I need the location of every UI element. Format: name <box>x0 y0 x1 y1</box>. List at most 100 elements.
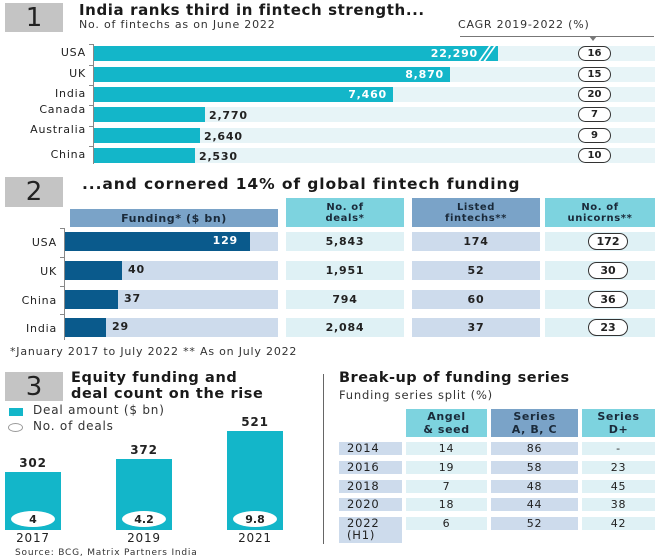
series-d-cell: 38 <box>582 498 655 511</box>
listed-cell: 52 <box>412 261 540 280</box>
funding-value: 40 <box>128 263 145 276</box>
funding-bar <box>65 318 106 337</box>
section-2-axis <box>64 228 65 340</box>
cagr-pointer-icon <box>589 36 597 41</box>
fintech-count-bar <box>94 46 498 61</box>
year-label: 2019 <box>127 531 161 545</box>
country-label: China <box>50 148 86 161</box>
axis-tick <box>89 85 93 86</box>
country-label: USA <box>31 236 57 249</box>
fintech-count-bar <box>94 148 195 163</box>
country-label: Canada <box>39 103 86 116</box>
year-suffix-label: (H1) <box>347 528 376 542</box>
year-label: 2021 <box>238 531 272 545</box>
cagr-label-underline <box>460 36 654 37</box>
deal-amount-value: 521 <box>241 415 269 429</box>
country-label: UK <box>69 67 86 80</box>
fintech-count-value: 2,770 <box>209 109 248 122</box>
unicorns-badge: 23 <box>588 319 628 336</box>
cagr-badge: 10 <box>578 148 611 163</box>
series-abc-cell: 44 <box>491 498 578 511</box>
header-unicorns: No. of unicorns** <box>545 198 655 227</box>
header-angel-seed: Angel & seed <box>406 409 487 437</box>
series-abc-cell: 48 <box>491 480 578 493</box>
deal-count-badge: 9.8 <box>233 511 277 527</box>
fintech-count-value: 2,530 <box>199 150 238 163</box>
angel-seed-cell: 14 <box>406 442 487 455</box>
section-1-number-box: 1 <box>5 3 63 32</box>
deals-cell: 794 <box>286 290 404 309</box>
header-deals: No. of deals* <box>286 198 404 227</box>
legend-circle-icon <box>8 423 23 432</box>
cagr-badge: 20 <box>578 87 611 102</box>
legend-circle-label: No. of deals <box>33 419 114 433</box>
fintech-row-bg <box>94 107 655 122</box>
axis-tick <box>60 257 64 258</box>
funding-value: 129 <box>212 234 238 247</box>
cagr-badge: 15 <box>578 67 611 82</box>
year-label: 2018 <box>347 479 380 493</box>
fintech-count-value: 7,460 <box>348 88 387 101</box>
axis-tick <box>60 228 64 229</box>
fintech-count-value: 2,640 <box>204 130 243 143</box>
series-d-cell: 23 <box>582 461 655 474</box>
axis-tick <box>89 126 93 127</box>
series-abc-cell: 86 <box>491 442 578 455</box>
cagr-badge: 16 <box>578 46 611 61</box>
header-abc-l2: A, B, C <box>511 423 558 436</box>
angel-seed-cell: 19 <box>406 461 487 474</box>
section-1-subtitle: No. of fintechs as on June 2022 <box>79 18 276 31</box>
section-3-number-box: 3 <box>5 372 63 401</box>
section-2-number-box: 2 <box>5 177 63 207</box>
series-d-cell: 42 <box>582 517 655 530</box>
legend-bar-label: Deal amount ($ bn) <box>33 403 165 417</box>
axis-tick <box>60 286 64 287</box>
funding-bar-bg <box>65 318 278 337</box>
year-cell: 2022 (H1) <box>339 517 402 543</box>
header-d-l1: Series <box>597 410 640 423</box>
axis-tick <box>89 65 93 66</box>
cagr-badge: 7 <box>578 107 611 122</box>
fintech-count-bar <box>94 67 450 82</box>
listed-cell: 60 <box>412 290 540 309</box>
source-note: Source: BCG, Matrix Partners India <box>15 548 198 558</box>
fintech-row-bg <box>94 148 655 163</box>
funding-value: 37 <box>124 292 141 305</box>
year-cell: 2014 <box>339 442 402 455</box>
deal-amount-value: 302 <box>19 456 47 470</box>
fintech-count-value: 8,870 <box>405 68 444 81</box>
country-label: Australia <box>30 123 86 136</box>
header-angel-l2: & seed <box>423 423 470 436</box>
year-label: 2014 <box>347 441 380 455</box>
country-label: India <box>26 322 57 335</box>
year-label: 2022 <box>347 516 380 530</box>
deals-cell: 5,843 <box>286 232 404 251</box>
axis-tick <box>89 105 93 106</box>
year-cell: 2020 <box>339 498 402 511</box>
series-abc-cell: 58 <box>491 461 578 474</box>
section-2-footnote: *January 2017 to July 2022 ** As on July… <box>10 345 298 358</box>
year-label: 2020 <box>347 497 380 511</box>
year-cell: 2016 <box>339 461 402 474</box>
axis-tick <box>60 314 64 315</box>
country-label: China <box>21 294 57 307</box>
deal-count-badge: 4.2 <box>122 511 166 527</box>
cagr-label: CAGR 2019-2022 (%) <box>458 18 590 31</box>
series-d-cell: - <box>582 442 655 455</box>
country-label: India <box>55 87 86 100</box>
year-label: 2017 <box>16 531 50 545</box>
header-funding: Funding* ($ bn) <box>70 209 278 227</box>
fintech-count-bar <box>94 107 205 122</box>
section-divider <box>323 374 324 544</box>
deal-amount-value: 372 <box>130 443 158 457</box>
header-series-d: Series D+ <box>582 409 655 437</box>
year-label: 2016 <box>347 460 380 474</box>
fintech-count-bar <box>94 87 393 102</box>
section-3-title-line1: Equity funding and <box>71 370 238 386</box>
legend-bar-swatch <box>9 408 23 416</box>
country-label: USA <box>60 46 86 59</box>
section-1-title: India ranks third in fintech strength... <box>79 1 425 19</box>
series-abc-cell: 52 <box>491 517 578 530</box>
unicorns-badge: 30 <box>588 262 628 279</box>
funding-bar-bg <box>65 290 278 309</box>
